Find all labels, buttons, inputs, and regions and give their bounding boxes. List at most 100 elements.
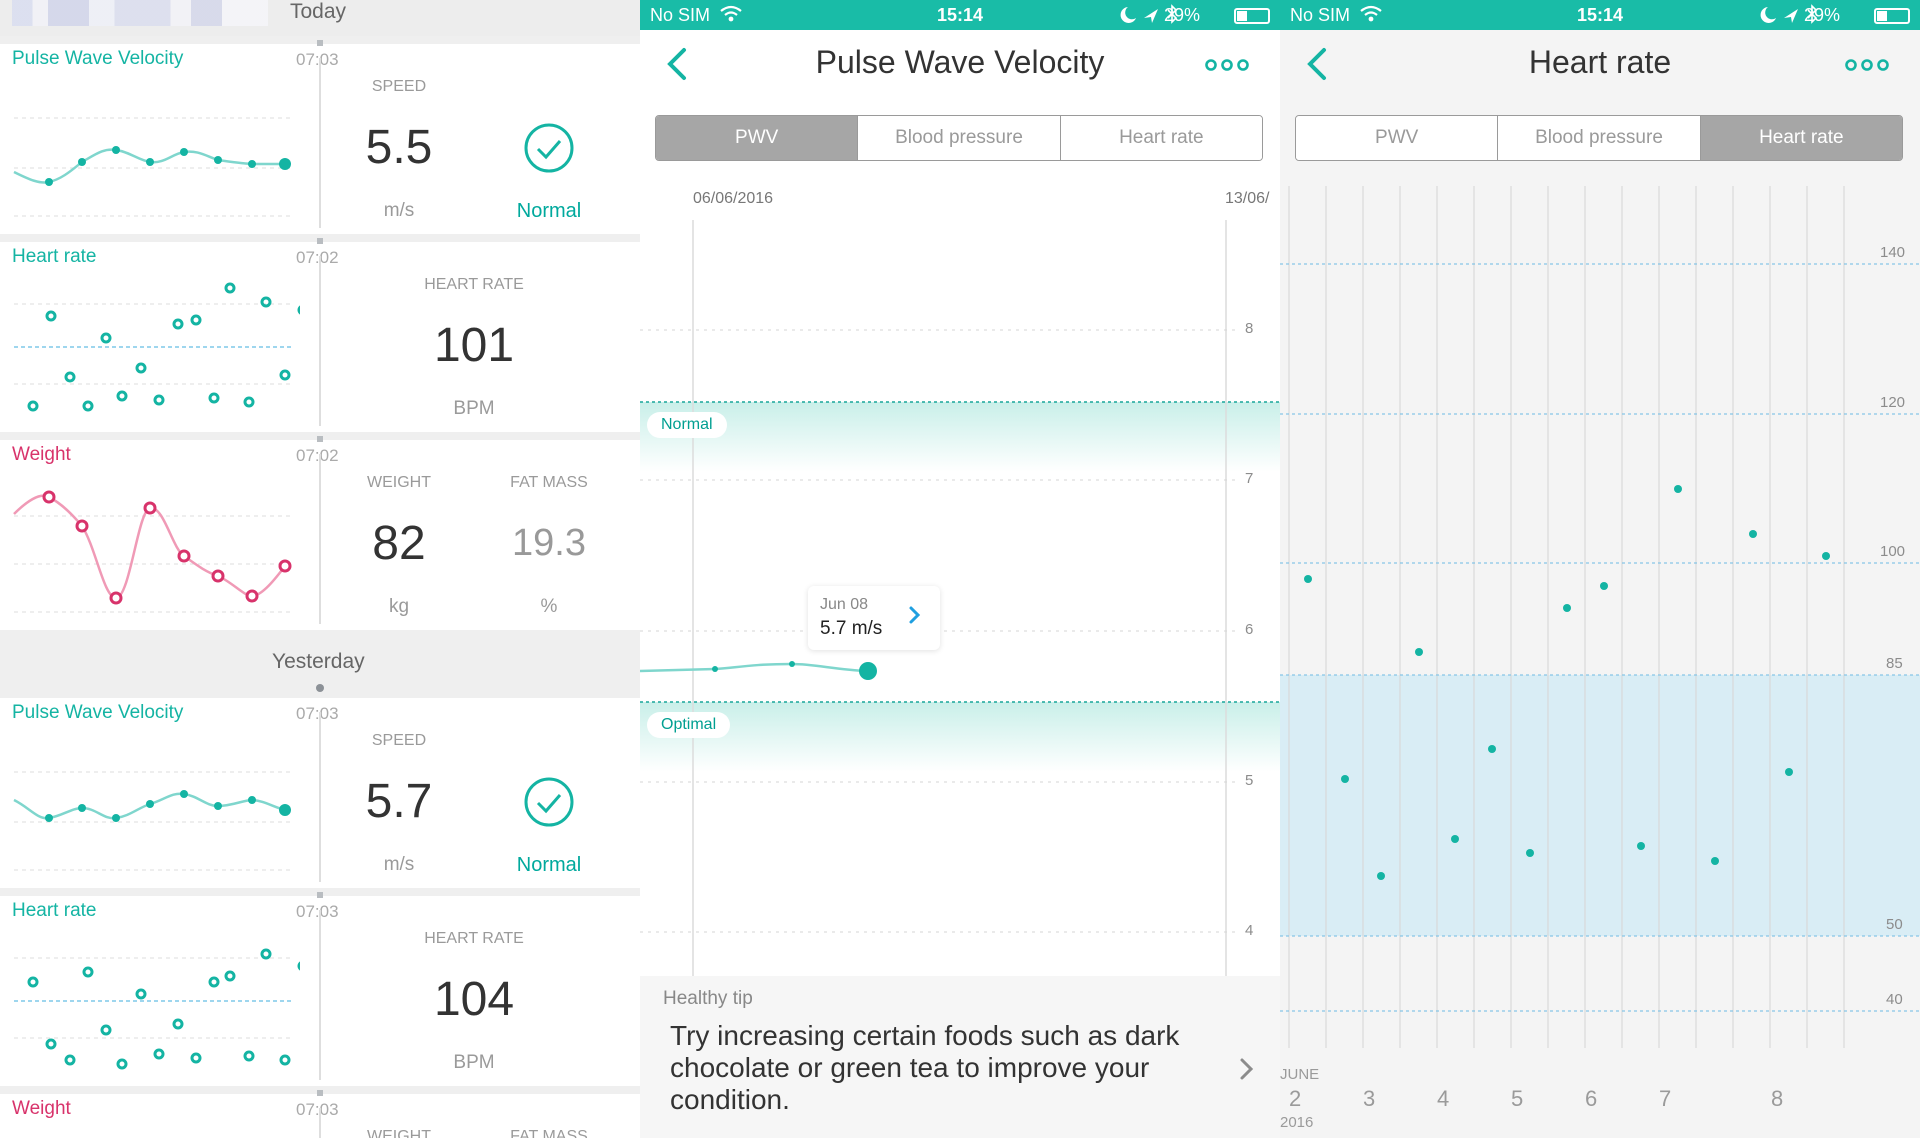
- card-divider: [319, 1108, 321, 1138]
- battery-percent: 29%: [1163, 5, 1200, 25]
- speed-value: 5.7: [365, 775, 433, 828]
- weight-card-today[interactable]: Weight 07:02 WEIGHT 82 kg FAT MASS 19.3 …: [0, 436, 640, 630]
- bluetooth-icon: [1167, 4, 1178, 24]
- y-tick-label: 5: [1245, 772, 1254, 789]
- heart-rate-card-today[interactable]: Heart rate 07:02 HEART RATE 101 BPM: [0, 238, 640, 432]
- selected-data-point: [859, 662, 877, 680]
- pwv-chart-canvas: [640, 220, 1280, 976]
- tab-blood-pressure[interactable]: Blood pressure: [1498, 116, 1701, 160]
- pwv-trend-line: [640, 662, 869, 673]
- y-tick-label: 120: [1880, 394, 1906, 411]
- normal-zone: [1280, 675, 1920, 936]
- card-time: 07:03: [296, 1100, 339, 1119]
- data-point-tooltip[interactable]: Jun 08 5.7 m/s: [808, 586, 940, 650]
- y-tick-label: 40: [1886, 991, 1903, 1008]
- moon-icon: [1120, 7, 1136, 23]
- fat-mass-value: 19.3: [512, 522, 586, 564]
- speed-label: SPEED: [371, 732, 427, 749]
- x-month-label: JUNE: [1280, 1066, 1320, 1083]
- fat-mass-unit: %: [540, 596, 558, 617]
- weight-card-yesterday[interactable]: Weight 07:03 WEIGHT FAT MASS: [0, 1090, 640, 1138]
- date-end-label: 13/06/: [1225, 190, 1270, 207]
- location-icon: [1784, 9, 1798, 23]
- more-options-icon[interactable]: [1844, 58, 1890, 72]
- card-divider: [319, 58, 321, 228]
- card-divider: [319, 454, 321, 624]
- y-tick-label: 6: [1245, 621, 1254, 638]
- heart-rate-value: 101: [433, 319, 515, 372]
- heart-rate-value: 104: [433, 973, 515, 1026]
- timeline-node: [316, 684, 324, 692]
- zone-label-normal: Normal: [647, 412, 727, 438]
- speed-unit: m/s: [383, 200, 415, 221]
- tab-pwv[interactable]: PWV: [1296, 116, 1499, 160]
- heart-rate-chart[interactable]: 140 120 100 85 50 40 JUNE 2016 2 3 4 5 6…: [1280, 176, 1920, 1138]
- card-divider: [319, 910, 321, 1080]
- battery-icon: [1234, 8, 1270, 24]
- card-divider: [319, 256, 321, 426]
- pwv-sparkline: [13, 771, 292, 871]
- heart-rate-unit: BPM: [453, 1052, 495, 1073]
- more-options-icon[interactable]: [1204, 58, 1250, 72]
- bluetooth-icon: [1807, 4, 1818, 24]
- weight-label: WEIGHT: [367, 474, 431, 491]
- status-bar: No SIM 15:14 29%: [1280, 0, 1920, 30]
- timeline-node: [317, 436, 323, 442]
- back-chevron-icon[interactable]: [1298, 44, 1338, 84]
- moon-icon: [1760, 7, 1776, 23]
- tab-heart-rate[interactable]: Heart rate: [1700, 116, 1902, 160]
- carrier-label: No SIM: [1290, 5, 1351, 25]
- heart-rate-unit: BPM: [453, 398, 495, 419]
- x-day-label: 5: [1511, 1086, 1524, 1111]
- location-icon: [1144, 9, 1158, 23]
- pwv-chart[interactable]: 06/06/2016 13/06/ 8 7 6 5 4 Normal Optim…: [640, 176, 1280, 976]
- back-chevron-icon[interactable]: [658, 44, 698, 84]
- battery-percent: 29%: [1803, 5, 1840, 25]
- heart-rate-detail-screen: No SIM 15:14 29% Heart rate PWV Blood pr…: [1280, 0, 1920, 1138]
- check-circle-icon: [524, 777, 574, 827]
- pwv-card-today[interactable]: Pulse Wave Velocity 07:03 SPEED 5.5 m/s …: [0, 40, 640, 234]
- x-day-label: 6: [1585, 1086, 1598, 1111]
- date-start-label: 06/06/2016: [693, 190, 774, 207]
- x-day-label: 7: [1659, 1086, 1672, 1111]
- status-bar: No SIM 15:14 29%: [640, 0, 1280, 30]
- card-time: 07:02: [296, 446, 339, 465]
- day-label-today: Today: [290, 0, 347, 23]
- tip-heading: Healthy tip: [663, 988, 753, 1009]
- pwv-sparkline: [13, 117, 292, 217]
- normal-zone: [640, 402, 1280, 472]
- fat-mass-label: FAT MASS: [510, 474, 588, 491]
- timeline-node: [317, 1090, 323, 1096]
- tooltip-date: Jun 08: [820, 596, 869, 613]
- status-badge: Normal: [516, 854, 582, 876]
- page-title: Pulse Wave Velocity: [815, 44, 1105, 80]
- status-icons: [1760, 4, 1818, 24]
- heart-rate-card-yesterday[interactable]: Heart rate 07:03 HEART RATE 104 BPM: [0, 892, 640, 1086]
- chevron-right-icon: [1240, 1058, 1254, 1080]
- heart-rate-sparkline: [14, 282, 300, 412]
- tab-heart-rate[interactable]: Heart rate: [1060, 116, 1262, 160]
- x-day-label: 2: [1289, 1086, 1302, 1111]
- card-divider: [319, 712, 321, 882]
- tab-blood-pressure[interactable]: Blood pressure: [858, 116, 1061, 160]
- heart-rate-label: HEART RATE: [424, 276, 524, 293]
- card-title: Pulse Wave Velocity: [12, 48, 184, 69]
- weight-label: WEIGHT: [367, 1128, 431, 1138]
- heart-rate-chart-canvas: [1280, 186, 1920, 1048]
- fat-mass-label: FAT MASS: [510, 1128, 588, 1138]
- activity-feed: Today Pulse Wave Velocity 07:03 SPEED 5.…: [0, 0, 640, 1138]
- x-day-label: 3: [1363, 1086, 1376, 1111]
- status-time: 15:14: [1576, 5, 1624, 25]
- data-point: [712, 666, 718, 672]
- carrier-label: No SIM: [650, 5, 711, 25]
- status-icons: [1120, 4, 1178, 24]
- x-day-label: 4: [1437, 1086, 1450, 1111]
- tab-pwv[interactable]: PWV: [656, 116, 859, 160]
- weight-value: 82: [372, 517, 426, 570]
- healthy-tip[interactable]: Healthy tip Try increasing certain foods…: [640, 976, 1280, 1138]
- metric-tabs: PWV Blood pressure Heart rate: [1295, 115, 1903, 161]
- card-time: 07:03: [296, 704, 339, 723]
- speed-unit: m/s: [383, 854, 415, 875]
- optimal-zone: [640, 702, 1280, 772]
- pwv-card-yesterday[interactable]: Pulse Wave Velocity 07:03 SPEED 5.7 m/s …: [0, 698, 640, 888]
